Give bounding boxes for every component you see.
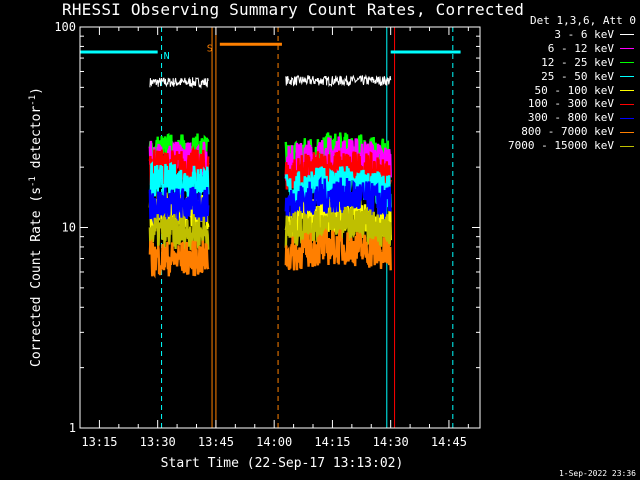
x-axis-label: Start Time (22-Sep-17 13:13:02) (161, 456, 404, 471)
legend-label: 100 - 300 keV (527, 97, 614, 111)
legend-label: 6 - 12 keV (547, 41, 614, 55)
legend-swatch (620, 131, 634, 133)
x-tick-label-5: 14:30 (373, 435, 409, 449)
series-line-6-1 (284, 176, 392, 221)
timestamp: 1-Sep-2022 23:36 (558, 469, 636, 478)
series-line-5-0 (148, 145, 210, 186)
legend-title: Det 1,3,6, Att 0 (530, 14, 636, 27)
legend-swatch (620, 48, 634, 50)
legend-swatch (620, 76, 634, 78)
series-line-6-0 (148, 186, 210, 226)
series-line-7-0 (148, 238, 210, 279)
legend-label: 25 - 50 keV (541, 69, 614, 83)
legend-label: 300 - 800 keV (527, 111, 614, 125)
legend: Det 1,3,6, Att 0 3 - 6 keV 6 - 12 keV 12 -… (484, 14, 636, 153)
legend-item-7: 800 - 7000 keV (484, 125, 636, 139)
series-line-0-0 (149, 76, 209, 89)
plot-frame (79, 26, 481, 429)
legend-item-1: 6 - 12 keV (484, 42, 636, 56)
chart-title: RHESSI Observing Summary Count Rates, Co… (62, 0, 525, 19)
series-line-1-1 (284, 136, 392, 182)
legend-item-8: 7000 - 15000 keV (484, 139, 636, 153)
flag-label-0: N (164, 51, 170, 62)
x-tick-label-6: 14:45 (431, 435, 467, 449)
axes: 1 10 100 13:15 13:30 13:45 14:00 14:15 14:30 14:4… (54, 20, 480, 449)
legend-label: 7000 - 15000 keV (508, 139, 614, 153)
x-tick-label-3: 14:00 (256, 435, 292, 449)
series-line-8-1 (284, 206, 392, 248)
legend-swatch (620, 145, 634, 147)
legend-label: 3 - 6 keV (554, 27, 614, 41)
x-tick-label-2: 13:45 (198, 435, 234, 449)
legend-label: 12 - 25 keV (541, 55, 614, 69)
plot-area: NS (79, 27, 461, 428)
series-line-0-1 (285, 74, 392, 88)
legend-item-5: 100 - 300 keV (484, 97, 636, 111)
y-tick-label-0: 1 (69, 421, 76, 435)
y-axis-label: Corrected Count Rate (s-1 detector-1) (28, 87, 44, 367)
legend-item-6: 300 - 800 keV (484, 111, 636, 125)
x-tick-label-4: 14:15 (314, 435, 350, 449)
y-tick-label-2: 100 (54, 20, 76, 34)
legend-swatch (620, 103, 634, 105)
legend-label: 800 - 7000 keV (521, 125, 614, 139)
series-line-7-1 (284, 228, 392, 271)
legend-swatch (620, 34, 634, 36)
legend-swatch (620, 89, 634, 91)
legend-swatch (620, 117, 634, 119)
legend-label: 50 - 100 keV (534, 83, 614, 97)
x-tick-label-0: 13:15 (81, 435, 117, 449)
legend-item-0: 3 - 6 keV (484, 28, 636, 42)
legend-swatch (620, 62, 634, 64)
legend-item-4: 50 - 100 keV (484, 84, 636, 98)
legend-item-2: 12 - 25 keV (484, 56, 636, 70)
flag-label-1: S (207, 43, 213, 54)
legend-item-3: 25 - 50 keV (484, 70, 636, 84)
x-tick-label-1: 13:30 (140, 435, 176, 449)
y-tick-label-1: 10 (62, 221, 76, 235)
